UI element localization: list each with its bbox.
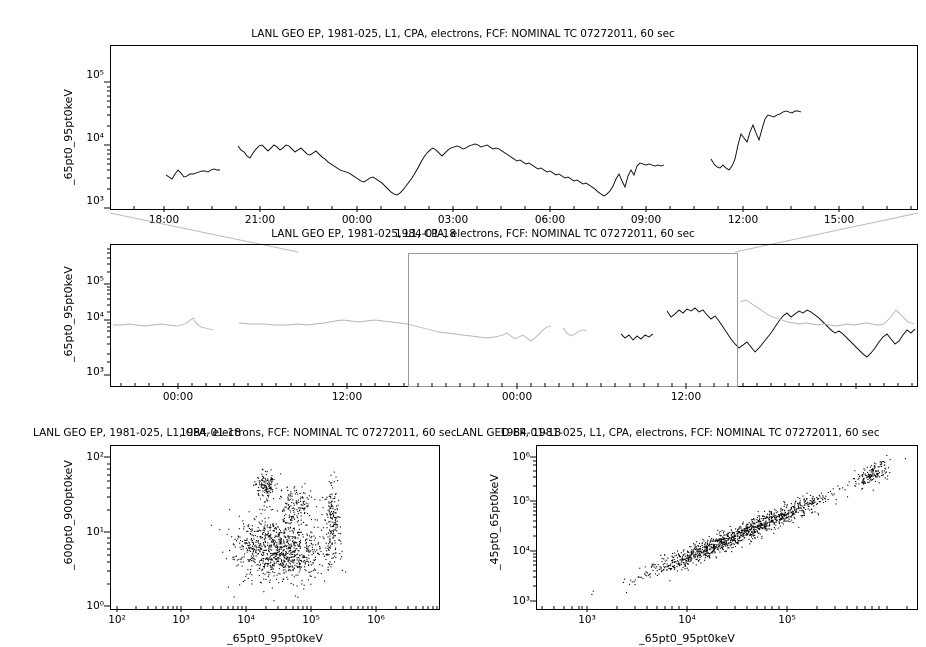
top-xaxis-ticks — [110, 206, 912, 212]
bl-ytick-2: 10² — [86, 451, 104, 463]
middle-panel-ylabel: _65pt0_95pt0keV — [62, 266, 75, 362]
middle-right-tail — [739, 299, 915, 327]
zoom-connectors — [109, 212, 919, 253]
top-xtick-2: 00:00 — [341, 214, 373, 226]
top-xtick-3: 03:00 — [437, 214, 469, 226]
middle-selection-rectangle[interactable] — [408, 253, 738, 387]
top-trace-segment-2 — [237, 143, 665, 197]
top-yaxis-ticks — [104, 81, 110, 209]
bl-xtick-3: 10⁵ — [302, 614, 320, 626]
middle-ytick-1: 10⁴ — [86, 311, 104, 323]
bl-ytick-1: 10¹ — [86, 526, 104, 538]
top-xtick-5: 09:00 — [630, 214, 662, 226]
top-ytick-2: 10⁵ — [86, 69, 104, 81]
top-trace-segment-3 — [710, 110, 802, 171]
bl-xaxis-ticks — [116, 606, 438, 612]
br-ytick-1: 10⁴ — [512, 545, 530, 557]
top-plot-area[interactable] — [110, 45, 918, 210]
bottom-left-xlabel: _65pt0_95pt0keV — [227, 632, 323, 645]
bottom-left-points — [210, 468, 347, 602]
middle-xtick-0: 00:00 — [162, 391, 194, 403]
bottom-left-date-overlay: 1984-01-18 — [180, 427, 242, 439]
top-xtick-4: 06:00 — [534, 214, 566, 226]
top-panel-ylabel: _65pt0_95pt0keV — [62, 89, 75, 185]
bl-xtick-0: 10² — [108, 614, 126, 626]
bottom-right-panel-title: LANL GEO EP, 1981-025, L1, CPA, electron… — [456, 427, 880, 439]
bottom-right-xlabel: _65pt0_95pt0keV — [639, 632, 735, 645]
middle-xtick-1: 12:00 — [331, 391, 363, 403]
middle-timeseries-svg — [113, 307, 916, 358]
middle-xtick-3: 12:00 — [670, 391, 702, 403]
middle-panel-title: LANL GEO EP, 1981-025, L1, CPA, electron… — [271, 228, 695, 240]
top-xtick-1: 21:00 — [244, 214, 276, 226]
bottom-right-points — [591, 454, 906, 595]
br-xtick-0: 10³ — [578, 614, 596, 626]
bl-xtick-4: 10⁶ — [367, 614, 385, 626]
top-xtick-6: 12:00 — [727, 214, 759, 226]
bottom-left-ylabel: _600pt0_900pt0keV — [62, 460, 75, 570]
top-timeseries-svg — [165, 110, 802, 197]
br-ytick-3: 10⁶ — [512, 451, 530, 463]
middle-yaxis-ticks — [104, 248, 110, 376]
bottom-right-scatter-svg — [591, 454, 906, 595]
bottom-left-plot-area[interactable] — [110, 445, 440, 610]
br-ytick-2: 10⁵ — [512, 495, 530, 507]
bottom-left-scatter-svg — [210, 468, 347, 602]
top-trace-group — [165, 110, 802, 197]
bl-yaxis-ticks — [104, 456, 110, 607]
middle-xtick-2: 00:00 — [501, 391, 533, 403]
br-ytick-0: 10³ — [512, 595, 530, 607]
bottom-left-panel-title: LANL GEO EP, 1981-025, L1, CPA, electron… — [33, 427, 457, 439]
middle-ytick-0: 10³ — [86, 366, 104, 378]
top-trace-segment-1 — [165, 168, 220, 180]
middle-panel-date-overlay: 1984-01-18 — [395, 228, 457, 240]
middle-trace-selection — [620, 307, 916, 358]
top-ytick-0: 10³ — [86, 195, 104, 207]
br-xaxis-ticks — [541, 606, 908, 612]
bottom-right-plot-area[interactable] — [536, 445, 918, 610]
bl-xtick-2: 10⁴ — [237, 614, 255, 626]
br-xtick-2: 10⁵ — [778, 614, 796, 626]
top-panel-title: LANL GEO EP, 1981-025, L1, CPA, electron… — [251, 28, 675, 40]
middle-ytick-2: 10⁵ — [86, 275, 104, 287]
top-xtick-7: 15:00 — [823, 214, 855, 226]
bl-xtick-1: 10³ — [172, 614, 190, 626]
bottom-right-ylabel: _45pt0_65pt0keV — [488, 474, 501, 570]
br-xtick-1: 10⁴ — [678, 614, 696, 626]
top-ytick-1: 10⁴ — [86, 132, 104, 144]
bottom-right-date-overlay: 1984-01-18 — [500, 427, 562, 439]
middle-xaxis-ticks — [120, 383, 913, 389]
br-yaxis-ticks — [530, 456, 536, 602]
middle-trace-dim-left — [113, 317, 588, 342]
bl-ytick-0: 10⁰ — [86, 600, 104, 612]
